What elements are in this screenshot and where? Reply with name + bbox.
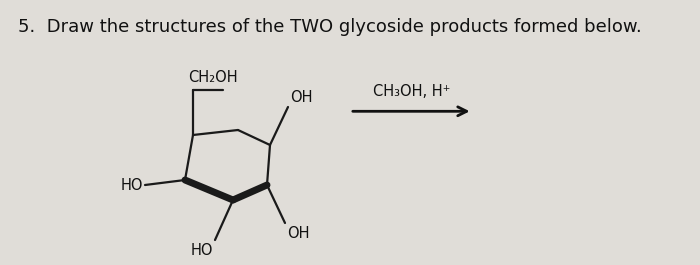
Text: HO: HO bbox=[120, 178, 143, 192]
Text: CH₂OH: CH₂OH bbox=[188, 70, 237, 85]
Text: CH₃OH, H⁺: CH₃OH, H⁺ bbox=[372, 84, 450, 99]
Text: OH: OH bbox=[290, 90, 312, 105]
Text: OH: OH bbox=[287, 226, 309, 241]
Text: HO: HO bbox=[190, 243, 213, 258]
Text: 5.  Draw the structures of the TWO glycoside products formed below.: 5. Draw the structures of the TWO glycos… bbox=[18, 18, 642, 36]
